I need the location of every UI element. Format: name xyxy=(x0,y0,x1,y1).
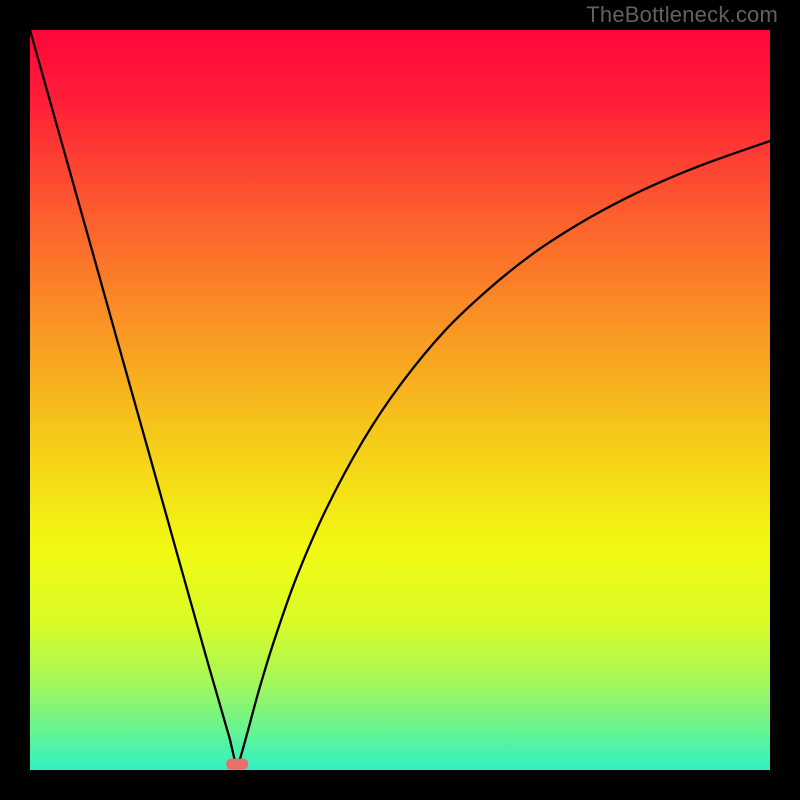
min-marker xyxy=(226,759,248,770)
watermark-text: TheBottleneck.com xyxy=(586,2,778,28)
chart-container: { "watermark": "TheBottleneck.com", "cha… xyxy=(0,0,800,800)
marker-group xyxy=(226,759,248,770)
plot-background xyxy=(30,30,770,770)
bottleneck-chart xyxy=(0,0,800,800)
